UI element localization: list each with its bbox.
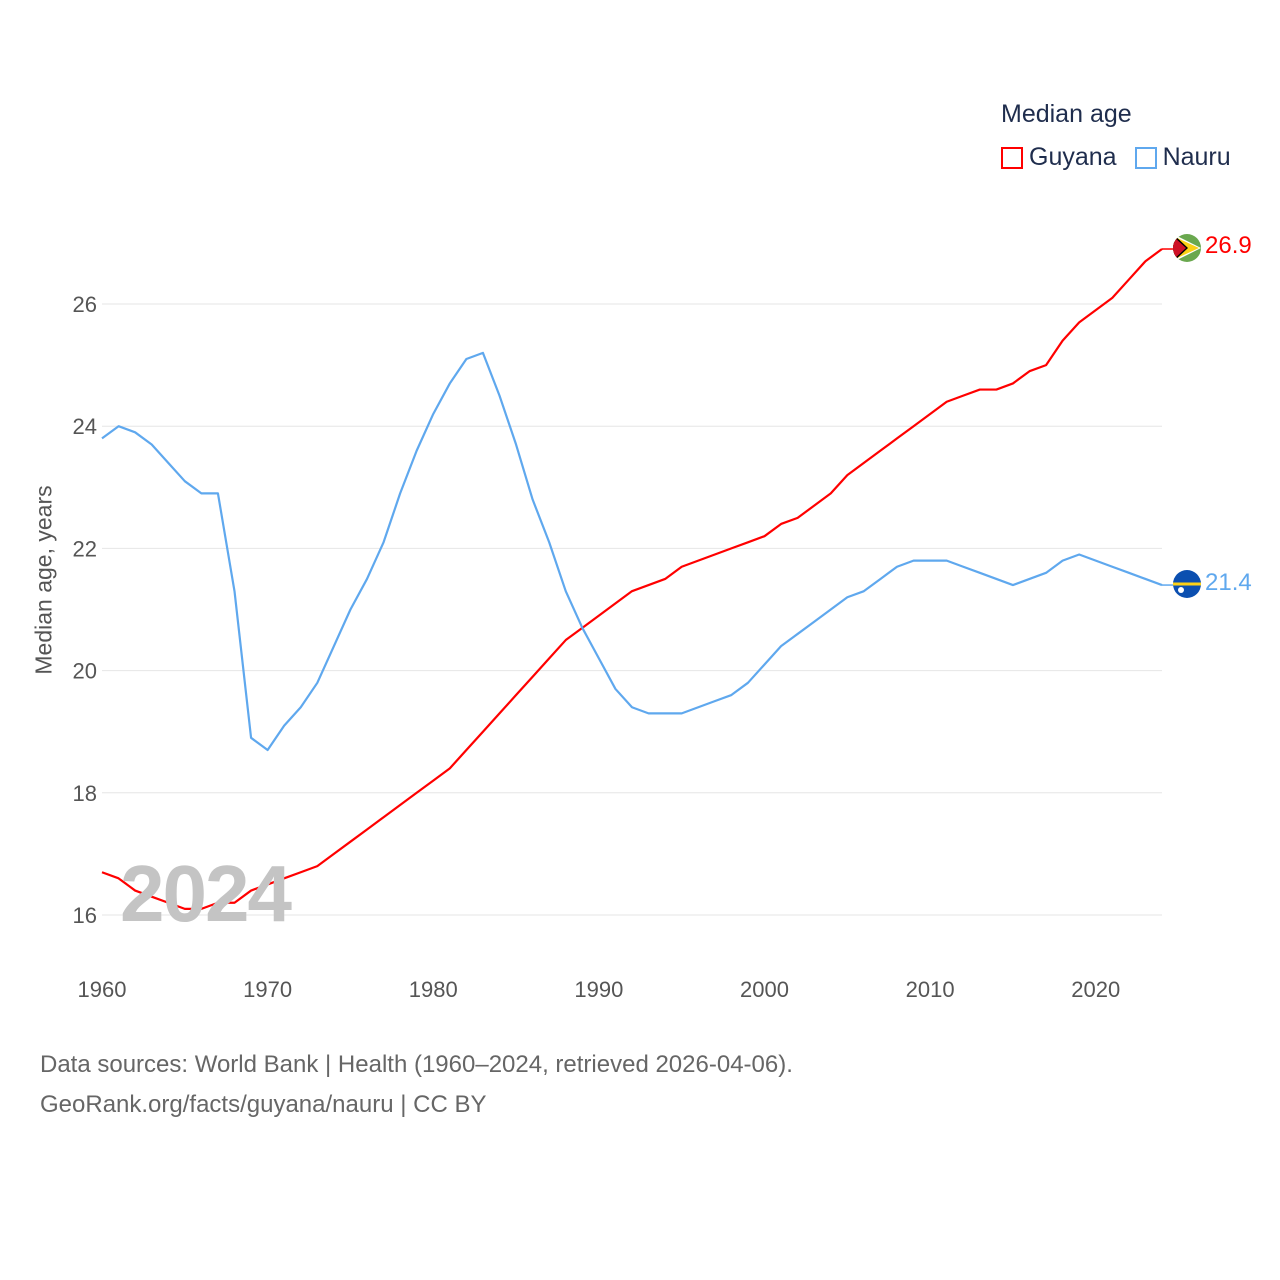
y-tick-label: 22 [73, 536, 97, 561]
legend-swatch [1134, 147, 1157, 169]
legend-title: Median age [1001, 100, 1132, 128]
y-axis-label: Median age, years [30, 485, 57, 675]
legend-swatch [1001, 147, 1023, 169]
y-tick-label: 16 [73, 903, 97, 928]
source-line: Data sources: World Bank | Health (1960–… [40, 1051, 793, 1078]
x-tick-label: 2010 [906, 977, 955, 1002]
nauru-end-value: 21.4 [1205, 569, 1252, 596]
x-tick-label: 1970 [243, 977, 292, 1002]
x-tick-label: 2000 [740, 977, 789, 1002]
guyana-end-value: 26.9 [1205, 232, 1252, 259]
legend-item-guyana[interactable]: Guyana [1001, 143, 1117, 172]
x-tick-label: 1980 [409, 977, 458, 1002]
guyana-flag-icon [1173, 234, 1201, 262]
nauru-flag-icon [1173, 570, 1201, 598]
source-link[interactable]: GeoRank.org/facts/guyana/nauru | CC BY [40, 1091, 487, 1118]
series-line-guyana [101, 248, 1163, 910]
y-tick-label: 26 [73, 292, 97, 317]
x-tick-label: 1990 [574, 977, 623, 1002]
legend-item-nauru[interactable]: Nauru [1134, 143, 1231, 172]
series-line-nauru [101, 351, 1163, 752]
source-note: Data sources: World Bank | Health (1960–… [40, 1045, 793, 1125]
y-tick-label: 24 [73, 414, 97, 439]
y-tick-label: 18 [73, 781, 97, 806]
legend-label: Guyana [1029, 143, 1117, 171]
x-tick-label: 2020 [1071, 977, 1120, 1002]
legend-label: Nauru [1162, 143, 1231, 171]
y-tick-label: 20 [73, 659, 97, 684]
current-year-watermark: 2024 [120, 849, 292, 938]
legend: Guyana Nauru [1001, 143, 1231, 172]
x-tick-label: 1960 [78, 977, 127, 1002]
